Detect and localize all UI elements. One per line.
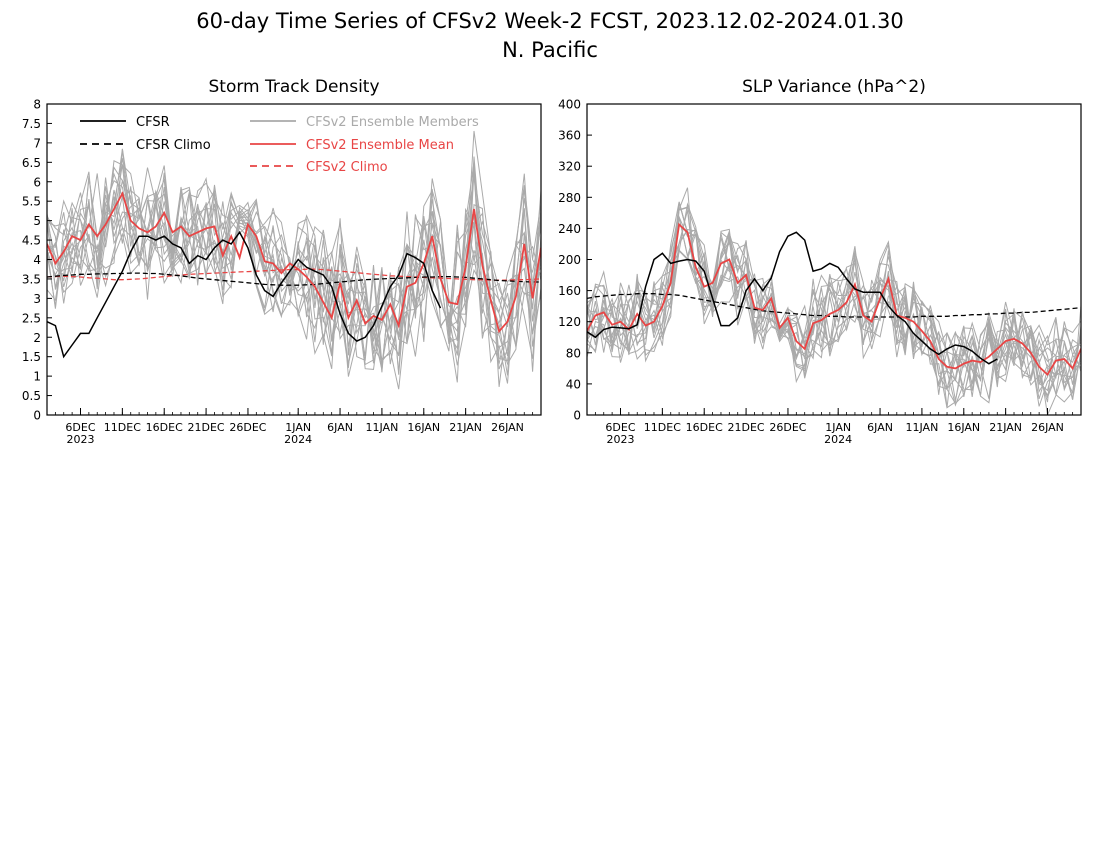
x-tick-label: 1JAN [285,421,311,434]
y-tick-label: 1.5 [22,350,41,364]
ensemble-member-line [587,202,1081,388]
figure-title: 60-day Time Series of CFSv2 Week-2 FCST,… [196,9,903,33]
y-tick-label: 3.5 [22,272,41,286]
cfsr-line [47,230,442,359]
ensemble-mean-line [587,222,1081,377]
y-tick-label: 4 [33,253,41,267]
x-tick-label: 26DEC [769,421,806,434]
y-tick-label: 360 [558,129,581,143]
y-tick-label: 0 [573,409,581,423]
x-tick-label: 26JAN [1031,421,1064,434]
x-tick-label: 21JAN [449,421,482,434]
x-tick-label: 16JAN [407,421,440,434]
cfsr-line [587,231,998,365]
plot-area [587,187,1081,415]
y-tick-label: 80 [566,346,581,360]
y-tick-label: 2 [33,331,41,345]
x-tick-year-label: 2024 [824,433,852,446]
legend: CFSR CFSR Climo CFSv2 Ensemble Members CFSv… [80,115,479,175]
x-tick-label: 16DEC [146,421,183,434]
y-tick-label: 3 [33,292,41,306]
ensemble-member-line [587,228,1081,408]
x-tick-label: 21DEC [188,421,225,434]
x-tick-year-label: 2023 [66,433,94,446]
legend-entry-label: CFSR Climo [136,138,211,153]
y-tick-label: 200 [558,253,581,267]
x-tick-year-label: 2023 [606,433,634,446]
x-tick-label: 16DEC [686,421,723,434]
y-tick-label: 120 [558,315,581,329]
y-tick-label: 0 [33,409,41,423]
plot-area [47,130,541,390]
y-tick-label: 40 [566,377,581,391]
y-tick-label: 4.5 [22,234,41,248]
legend-entry-label: CFSv2 Ensemble Members [306,115,479,130]
y-tick-label: 280 [558,191,581,205]
y-tick-label: 6.5 [22,156,41,170]
cfsr-climo-line [47,272,541,286]
x-tick-label: 21JAN [989,421,1022,434]
y-tick-label: 7 [33,136,41,150]
panel-title: SLP Variance (hPa^2) [742,77,926,97]
y-tick-label: 5.5 [22,195,41,209]
x-tick-label: 11JAN [906,421,939,434]
x-tick-label: 1JAN [825,421,851,434]
x-tick-label: 26JAN [491,421,524,434]
x-tick-year-label: 2024 [284,433,312,446]
legend-entry-label: CFSv2 Climo [306,160,388,175]
y-tick-label: 320 [558,160,581,174]
x-tick-label: 11DEC [644,421,681,434]
cfsr-climo-line [587,293,1081,318]
y-tick-label: 1 [33,370,41,384]
y-tick-label: 8 [33,98,41,112]
cfsv2-climo-line [47,268,541,281]
y-tick-label: 400 [558,98,581,112]
chart-panel-1: Storm Track Density 0 0.5 1 1.5 2 2.5 3 3.5 4 4.5 5… [22,77,542,446]
chart-panel-2: SLP Variance (hPa^2) 0 40 80 120 160 200 240 280… [558,77,1082,446]
y-tick-label: 6 [33,175,41,189]
x-tick-label: 16JAN [947,421,980,434]
x-tick-label: 6JAN [327,421,353,434]
ensemble-member-line [587,206,1081,399]
x-tick-label: 26DEC [229,421,266,434]
y-tick-label: 160 [558,284,581,298]
y-tick-label: 5 [33,214,41,228]
panel-title: Storm Track Density [208,77,379,97]
y-tick-label: 240 [558,222,581,236]
x-tick-label: 6JAN [867,421,893,434]
legend-entry-label: CFSv2 Ensemble Mean [306,138,454,153]
y-tick-label: 0.5 [22,389,41,403]
y-tick-label: 2.5 [22,311,41,325]
x-tick-label: 6DEC [605,421,635,434]
ensemble-member-line [47,173,541,365]
x-tick-label: 11DEC [104,421,141,434]
x-tick-label: 6DEC [65,421,95,434]
figure-subtitle: N. Pacific [502,38,598,62]
legend-entry-label: CFSR [136,115,170,130]
x-tick-label: 11JAN [366,421,399,434]
x-tick-label: 21DEC [728,421,765,434]
y-tick-label: 7.5 [22,117,41,131]
chart-panels: Storm Track Density 0 0.5 1 1.5 2 2.5 3 3.5 4 4.5 5… [22,77,1082,446]
